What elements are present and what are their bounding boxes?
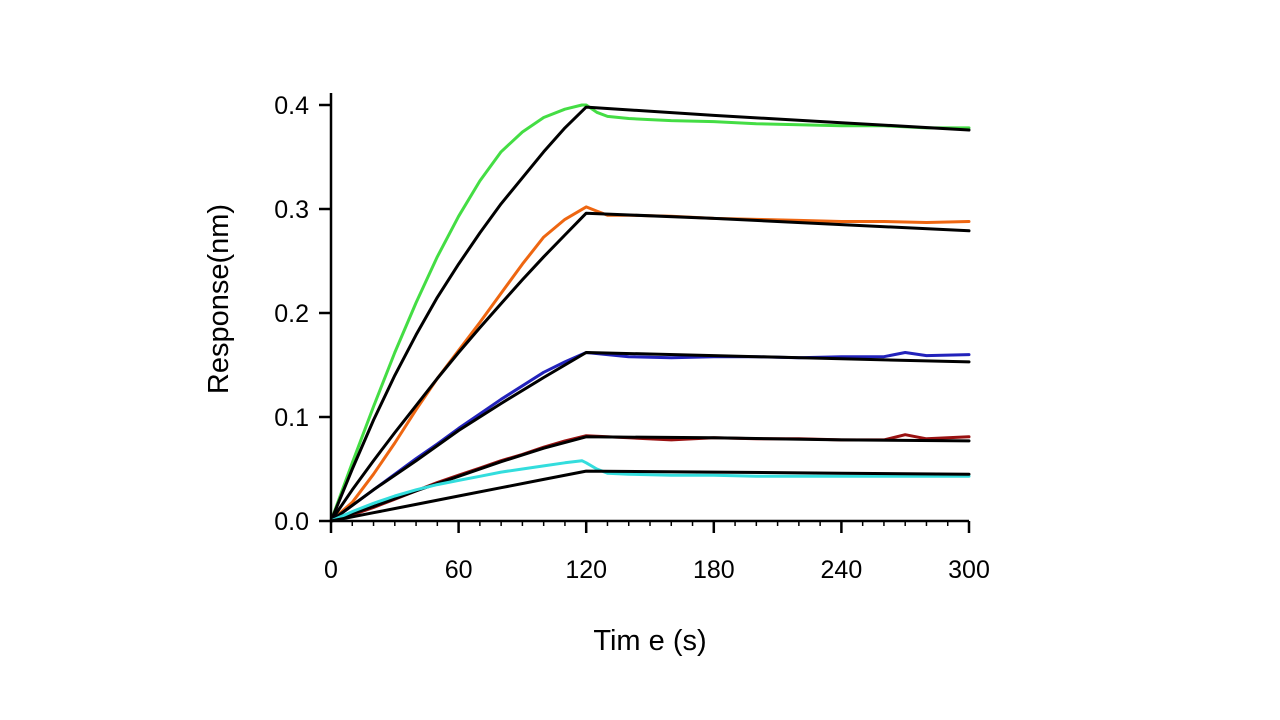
x-tick-label-3: 180 (693, 556, 735, 584)
x-axis-title: Tim e (s) (593, 625, 706, 657)
axes-layer: 0.0 0.1 0.2 0.3 0.4 0 60 120 180 240 300 (274, 92, 990, 584)
y-tick-label-0: 0.0 (274, 508, 309, 536)
x-tick-label-0: 0 (324, 556, 338, 584)
fit-line-1 (329, 105, 971, 523)
fit-line-7 (329, 435, 971, 523)
fit-line-5 (329, 351, 971, 523)
y-tick-label-3: 0.3 (274, 196, 309, 224)
x-tick-label-5: 300 (948, 556, 990, 584)
y-tick-label-4: 0.4 (274, 92, 309, 120)
y-tick-label-2: 0.2 (274, 300, 309, 328)
measured-line-8 (329, 459, 971, 523)
fit-line-9 (329, 469, 971, 523)
fit-line-3 (329, 211, 971, 523)
measured-line-0 (329, 103, 971, 523)
series-layer (329, 103, 971, 523)
x-tick-label-4: 240 (821, 556, 863, 584)
measured-line-6 (329, 433, 971, 523)
y-tick-label-1: 0.1 (274, 404, 309, 432)
x-tick-label-1: 60 (445, 556, 473, 584)
measured-line-2 (329, 205, 971, 523)
x-tick-label-2: 120 (565, 556, 607, 584)
y-axis-title: Response(nm) (203, 204, 235, 394)
